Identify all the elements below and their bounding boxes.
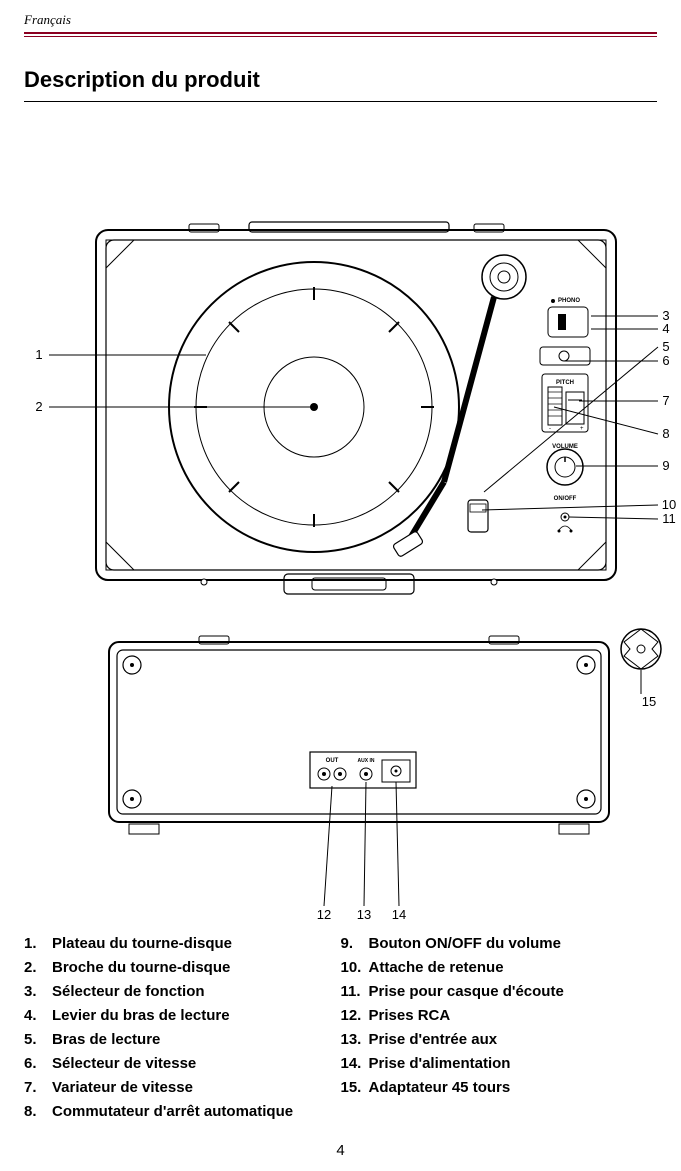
parts-item: 2.Broche du tourne-disque	[24, 956, 341, 980]
parts-item-num: 7.	[24, 1076, 52, 1100]
parts-item-num: 3.	[24, 980, 52, 1004]
parts-item-num: 8.	[24, 1100, 52, 1124]
parts-item-num: 6.	[24, 1052, 52, 1076]
parts-item-label: Levier du bras de lecture	[52, 1004, 230, 1028]
callout-14: 14	[392, 907, 406, 922]
parts-item: 9.Bouton ON/OFF du volume	[341, 932, 658, 956]
parts-item-num: 14.	[341, 1052, 369, 1076]
parts-lists: 1.Plateau du tourne-disque2.Broche du to…	[24, 932, 657, 1124]
diagram-svg: PHONO PITCH - +	[24, 122, 681, 922]
callout-12: 12	[317, 907, 331, 922]
parts-item-label: Broche du tourne-disque	[52, 956, 230, 980]
parts-item-label: Attache de retenue	[369, 956, 504, 980]
parts-item-num: 13.	[341, 1028, 369, 1052]
product-diagram: PHONO PITCH - +	[24, 122, 657, 922]
svg-text:-: -	[549, 426, 551, 432]
parts-right-column: 9.Bouton ON/OFF du volume10.Attache de r…	[341, 932, 658, 1124]
parts-item-label: Bouton ON/OFF du volume	[369, 932, 561, 956]
parts-item: 3.Sélecteur de fonction	[24, 980, 341, 1004]
out-label: OUT	[326, 758, 339, 764]
callout-1: 1	[35, 347, 42, 362]
title-underline	[24, 101, 657, 102]
bottom-view-group: OUT AUX IN 12 13 14	[109, 636, 609, 922]
pitch-label: PITCH	[556, 380, 574, 386]
parts-item: 4.Levier du bras de lecture	[24, 1004, 341, 1028]
parts-item-num: 12.	[341, 1004, 369, 1028]
parts-item-num: 15.	[341, 1076, 369, 1100]
parts-item-label: Prises RCA	[369, 1004, 451, 1028]
parts-item: 5.Bras de lecture	[24, 1028, 341, 1052]
header-divider-thin	[24, 36, 657, 37]
parts-item-label: Sélecteur de fonction	[52, 980, 205, 1004]
parts-item: 1.Plateau du tourne-disque	[24, 932, 341, 956]
phono-label: PHONO	[558, 298, 580, 304]
parts-item-label: Bras de lecture	[52, 1028, 160, 1052]
parts-item: 6.Sélecteur de vitesse	[24, 1052, 341, 1076]
parts-item: 14.Prise d'alimentation	[341, 1052, 658, 1076]
callout-6: 6	[662, 353, 669, 368]
parts-item-label: Prise pour casque d'écoute	[369, 980, 564, 1004]
parts-item-num: 5.	[24, 1028, 52, 1052]
parts-item: 13.Prise d'entrée aux	[341, 1028, 658, 1052]
callout-5: 5	[662, 339, 669, 354]
parts-item-label: Adaptateur 45 tours	[369, 1076, 511, 1100]
header-divider-thick	[24, 32, 657, 34]
parts-item: 7.Variateur de vitesse	[24, 1076, 341, 1100]
page-title: Description du produit	[24, 67, 657, 93]
callout-7: 7	[662, 393, 669, 408]
callout-9: 9	[662, 458, 669, 473]
parts-item-num: 10.	[341, 956, 369, 980]
parts-item-label: Prise d'alimentation	[369, 1052, 511, 1076]
parts-item: 8.Commutateur d'arrêt automatique	[24, 1100, 341, 1124]
callout-11: 11	[662, 511, 676, 526]
callout-13: 13	[357, 907, 371, 922]
parts-item: 15.Adaptateur 45 tours	[341, 1076, 658, 1100]
callout-4: 4	[662, 321, 669, 336]
parts-item: 11.Prise pour casque d'écoute	[341, 980, 658, 1004]
parts-item-label: Plateau du tourne-disque	[52, 932, 232, 956]
parts-item-label: Commutateur d'arrêt automatique	[52, 1100, 293, 1124]
parts-left-column: 1.Plateau du tourne-disque2.Broche du to…	[24, 932, 341, 1124]
adapter-45: 15	[621, 629, 661, 709]
parts-item: 12.Prises RCA	[341, 1004, 658, 1028]
parts-item-label: Variateur de vitesse	[52, 1076, 193, 1100]
callout-10: 10	[662, 497, 676, 512]
parts-item-num: 2.	[24, 956, 52, 980]
callout-15: 15	[642, 694, 656, 709]
parts-item-num: 1.	[24, 932, 52, 956]
callout-2: 2	[35, 399, 42, 414]
parts-item: 10.Attache de retenue	[341, 956, 658, 980]
page-number: 4	[24, 1142, 657, 1159]
control-panel: PHONO PITCH - +	[540, 298, 590, 533]
auxin-label: AUX IN	[358, 758, 375, 764]
parts-item-label: Sélecteur de vitesse	[52, 1052, 196, 1076]
callout-8: 8	[662, 426, 669, 441]
parts-item-num: 4.	[24, 1004, 52, 1028]
parts-item-num: 11.	[341, 980, 369, 1004]
svg-text:+: +	[580, 426, 584, 432]
parts-item-num: 9.	[341, 932, 369, 956]
onoff-label: ON/OFF	[554, 496, 577, 502]
parts-item-label: Prise d'entrée aux	[369, 1028, 498, 1052]
top-view-group: PHONO PITCH - +	[35, 222, 676, 594]
header-language-label: Français	[24, 12, 657, 32]
